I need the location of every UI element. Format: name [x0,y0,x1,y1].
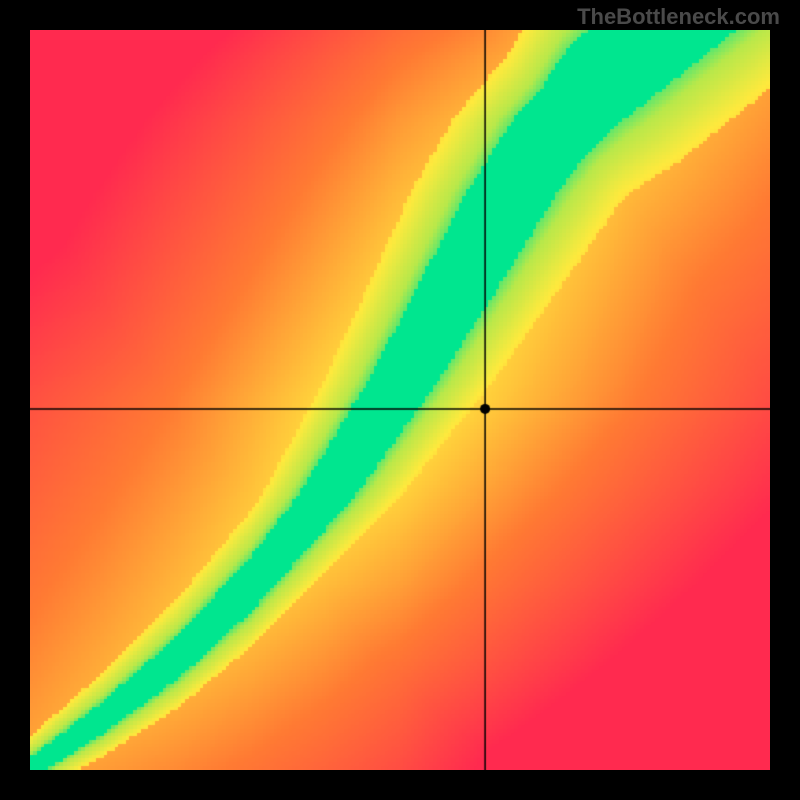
watermark-text: TheBottleneck.com [577,4,780,30]
plot-area [30,30,770,770]
heatmap-canvas [30,30,770,770]
chart-container: TheBottleneck.com [0,0,800,800]
